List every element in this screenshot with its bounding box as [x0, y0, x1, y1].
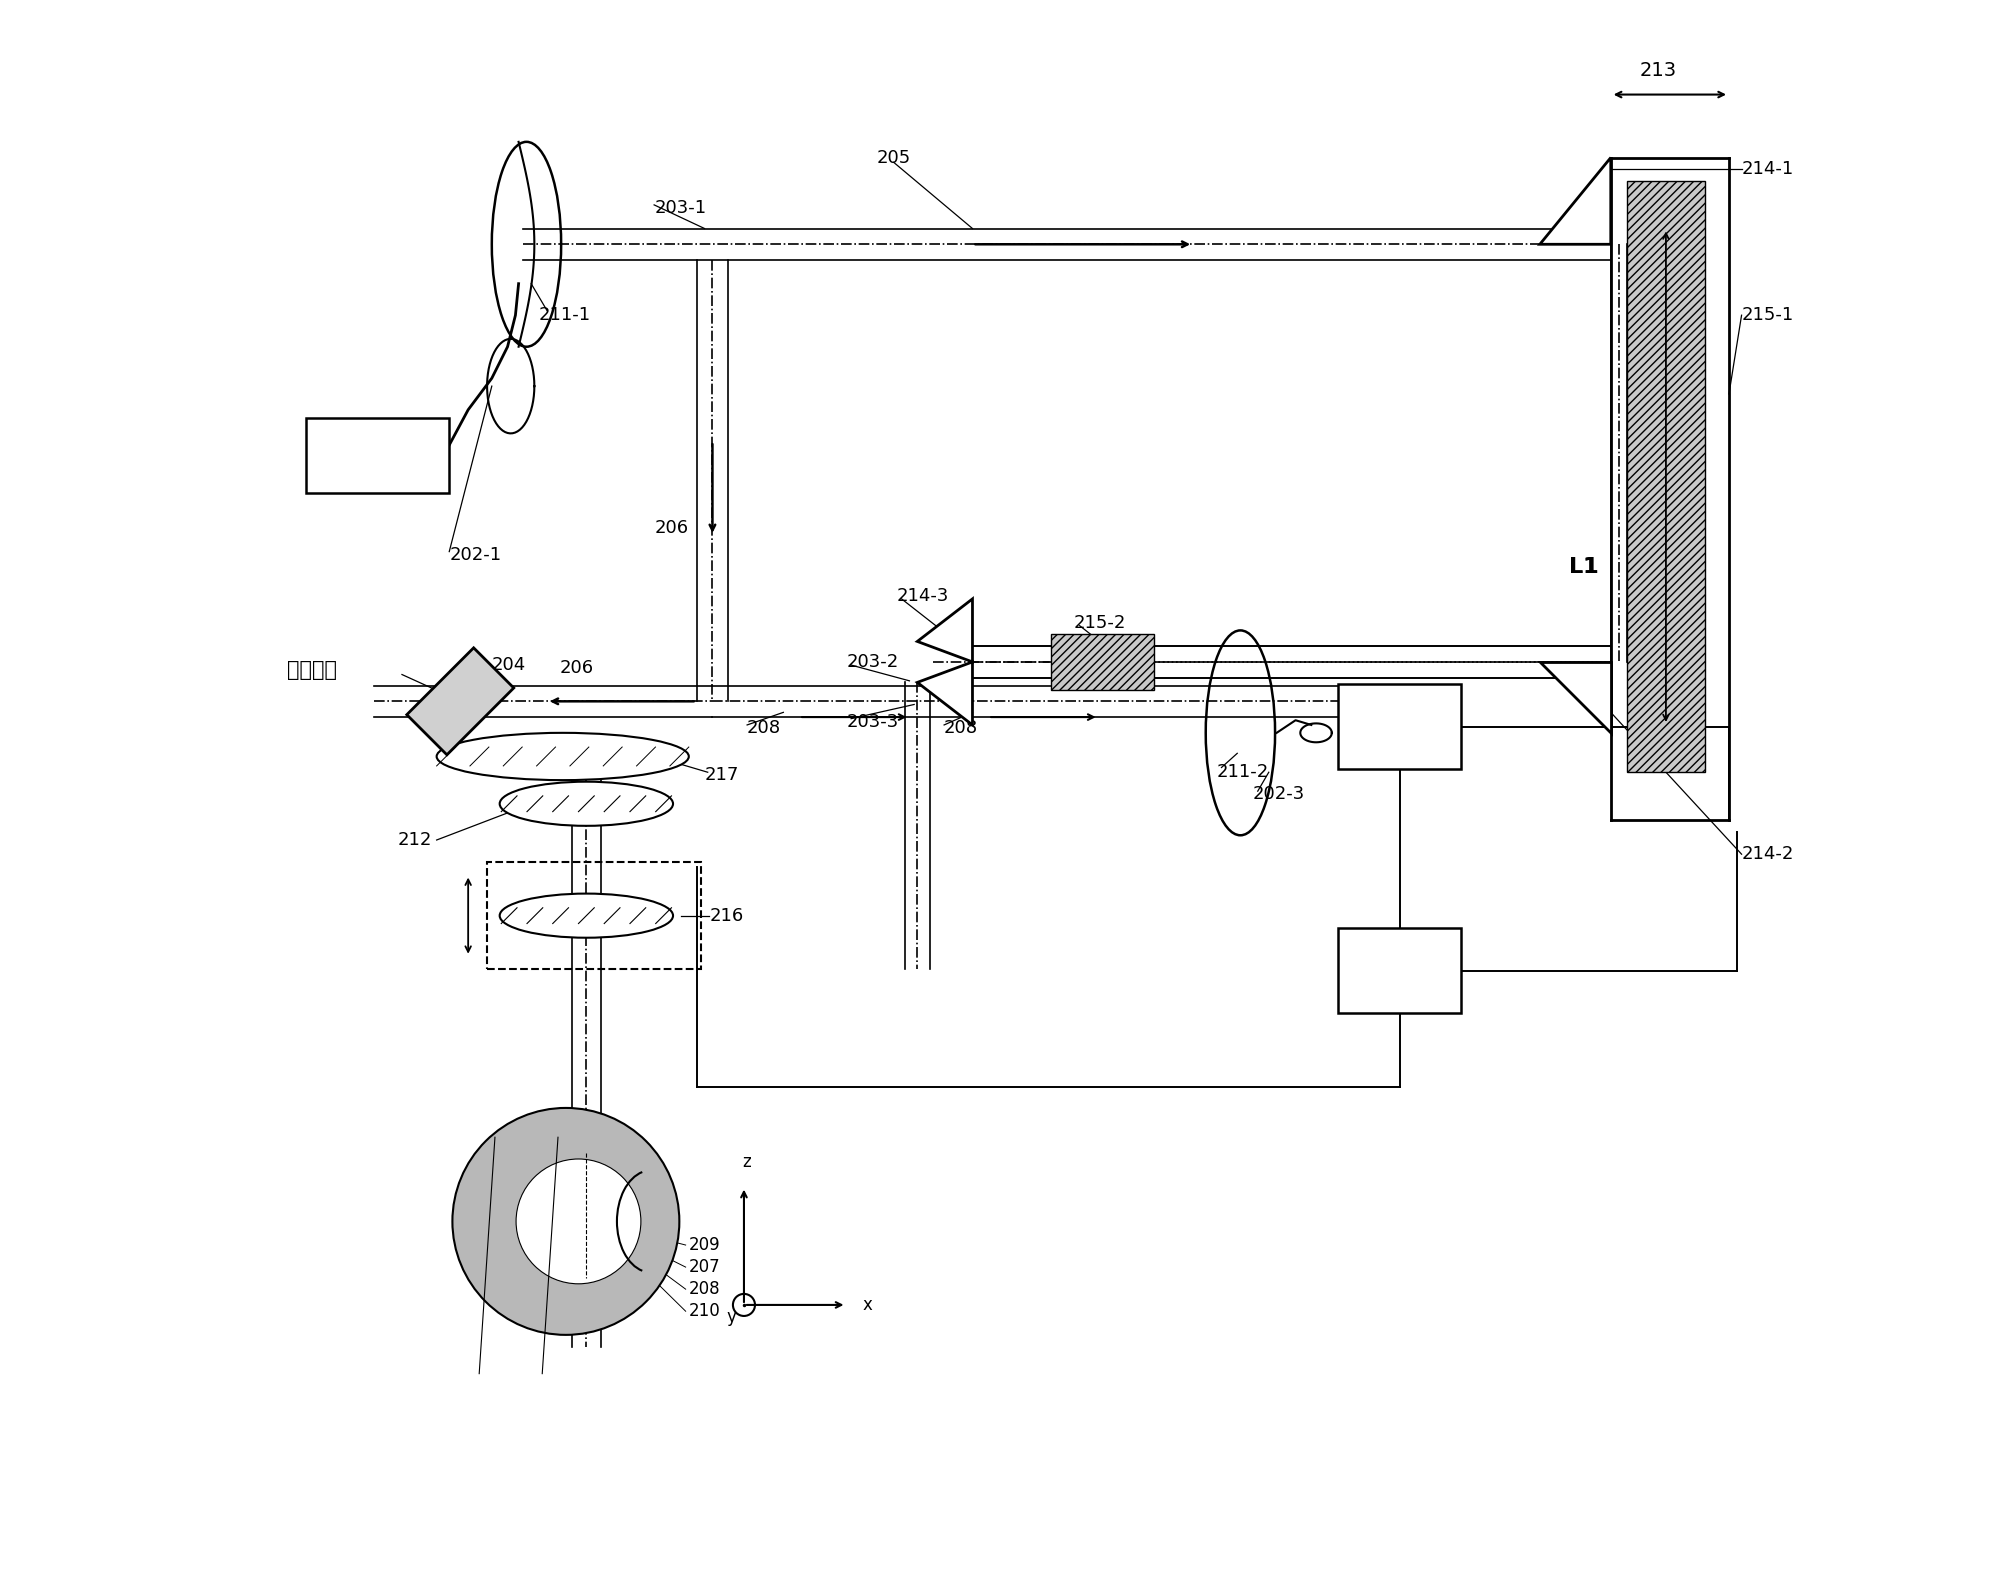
FancyBboxPatch shape: [1337, 928, 1461, 1013]
Text: 203-3: 203-3: [847, 712, 899, 731]
Text: 211-2: 211-2: [1216, 763, 1268, 782]
Ellipse shape: [500, 894, 672, 938]
Text: 207: 207: [688, 1258, 721, 1277]
Bar: [1052, 634, 1154, 690]
Text: 219: 219: [1381, 961, 1417, 980]
Text: 201: 201: [361, 446, 395, 465]
Polygon shape: [407, 648, 514, 755]
Text: L1: L1: [1567, 558, 1598, 577]
Text: 205: 205: [877, 148, 911, 167]
Text: 212: 212: [397, 831, 432, 849]
Text: 213: 213: [1638, 61, 1676, 80]
Text: 206: 206: [560, 659, 594, 678]
Text: 214-2: 214-2: [1740, 845, 1792, 864]
Text: x: x: [861, 1295, 871, 1314]
Text: z: z: [743, 1154, 751, 1171]
Circle shape: [452, 1108, 678, 1335]
Text: 216: 216: [708, 906, 743, 925]
Polygon shape: [917, 662, 971, 725]
Text: 210: 210: [688, 1302, 721, 1321]
Text: 214-3: 214-3: [897, 586, 949, 605]
Text: 208: 208: [747, 719, 781, 738]
Text: 208: 208: [943, 719, 977, 738]
FancyBboxPatch shape: [305, 418, 450, 493]
Text: 202-1: 202-1: [450, 545, 502, 564]
Polygon shape: [1539, 158, 1610, 244]
Polygon shape: [1539, 662, 1610, 733]
FancyBboxPatch shape: [1337, 684, 1461, 769]
Text: 202-3: 202-3: [1252, 785, 1305, 804]
Text: 203-1: 203-1: [654, 199, 706, 217]
Text: 217: 217: [704, 766, 739, 785]
Text: 215-1: 215-1: [1740, 306, 1792, 325]
Text: 209: 209: [688, 1236, 721, 1254]
Text: y: y: [727, 1308, 737, 1325]
Text: 208: 208: [688, 1280, 721, 1299]
Ellipse shape: [500, 782, 672, 826]
Text: 214-1: 214-1: [1740, 159, 1792, 178]
Text: 211-1: 211-1: [538, 306, 590, 325]
Polygon shape: [917, 599, 971, 662]
Text: 206: 206: [654, 519, 688, 537]
Ellipse shape: [436, 733, 688, 780]
Text: 203-2: 203-2: [847, 652, 899, 671]
Text: 旋转中心: 旋转中心: [287, 660, 337, 679]
Text: 218: 218: [1381, 717, 1417, 736]
Text: 215-2: 215-2: [1074, 613, 1126, 632]
Circle shape: [516, 1158, 640, 1284]
Text: 204: 204: [492, 656, 526, 675]
Bar: [1626, 181, 1704, 772]
Text: L1: L1: [1567, 558, 1598, 577]
